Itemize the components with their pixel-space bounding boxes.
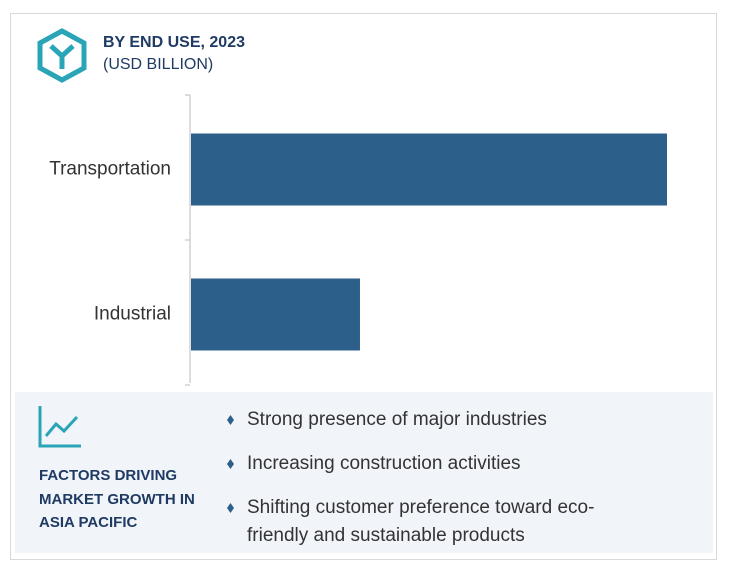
factor-item: Shifting customer preference toward eco-…: [225, 494, 645, 550]
factor-list: Strong presence of major industries Incre…: [225, 406, 645, 566]
factors-title: FACTORS DRIVING MARKET GROWTH IN ASIA PA…: [39, 467, 195, 531]
trend-icon: [38, 406, 81, 448]
y-tick-label: Transportation: [49, 159, 171, 180]
card: [10, 13, 717, 560]
factor-item: Strong presence of major industries: [225, 406, 645, 434]
bar: [191, 278, 360, 351]
chart-title: BY END USE, 2023: [103, 34, 245, 51]
chart-subtitle: (USD BILLION): [103, 56, 213, 73]
logo: [37, 28, 87, 83]
factor-item: Increasing construction activities: [225, 450, 645, 478]
y-tick-label: Industrial: [94, 304, 171, 325]
chart: BY END USE, 2023 (USD BILLION) Transport…: [37, 28, 667, 386]
bar: [191, 133, 667, 206]
factors-panel: FACTORS DRIVING MARKET GROWTH IN ASIA PA…: [15, 392, 713, 553]
